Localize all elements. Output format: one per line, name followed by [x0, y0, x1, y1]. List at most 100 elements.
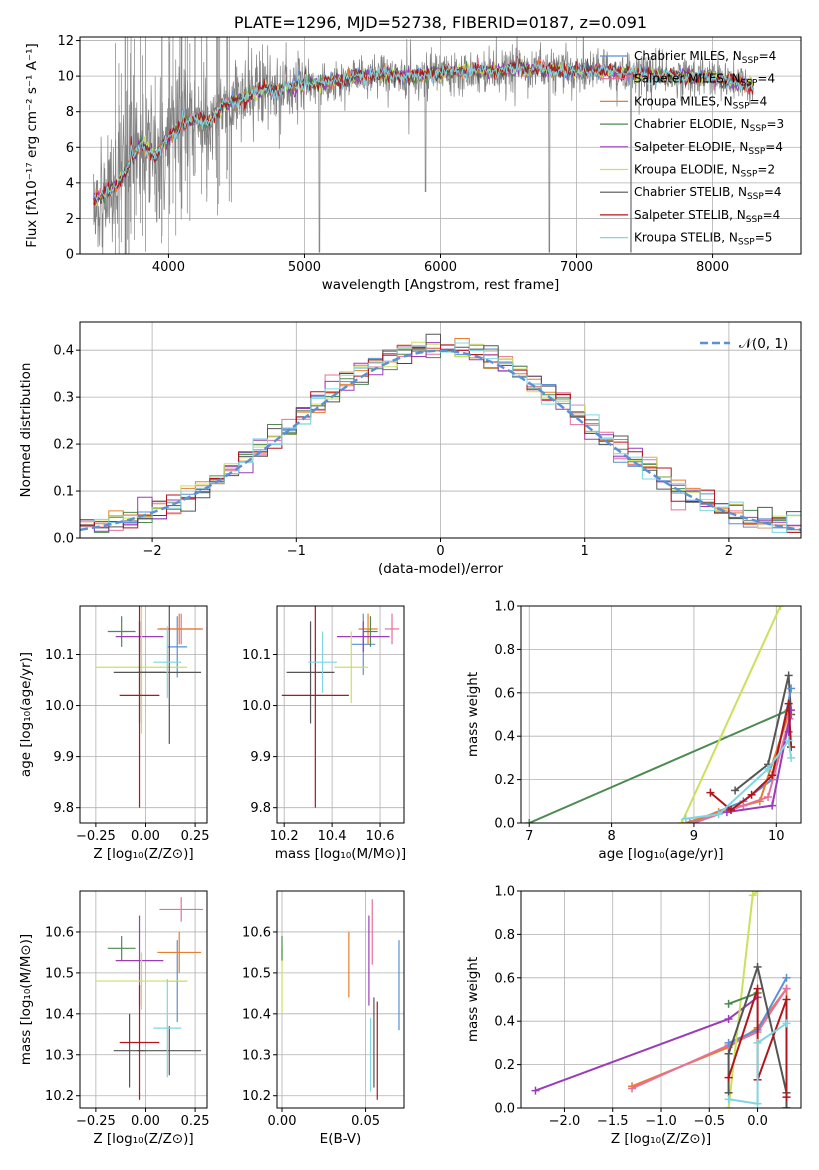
x-axis-label: age [log₁₀(age/yr)] — [598, 846, 723, 862]
error-point — [286, 621, 335, 724]
x-axis-label: Z [log₁₀(Z/Z⊙)] — [611, 1131, 711, 1147]
series-marker — [531, 1086, 540, 1095]
x-tick-label: 8 — [607, 829, 615, 844]
y-tick-label: 0.2 — [53, 438, 74, 453]
y-tick-label: 0 — [66, 248, 74, 263]
y-tick-label: 10.1 — [242, 648, 271, 663]
grid — [80, 891, 207, 1108]
error-point — [157, 613, 202, 645]
panel-residuals: −2 −1 0 1 2 0.0 0.1 0.2 0.3 0.4 (data-model)/error… — [18, 321, 802, 577]
grid — [277, 891, 404, 1108]
plot-area — [95, 897, 204, 1100]
axes-frame — [79, 890, 208, 1109]
x-axis-label: Z [log₁₀(Z/Z⊙)] — [93, 1131, 193, 1147]
x-tick-label: 6000 — [424, 260, 457, 275]
y-tick-label: 0.6 — [494, 971, 515, 986]
legend: 𝒩(0, 1) — [700, 336, 788, 352]
error-point — [137, 1026, 202, 1076]
plot-area — [531, 891, 791, 1108]
series-marker — [724, 1049, 733, 1058]
series-line-0 — [535, 996, 759, 1092]
y-tick-label: 10.5 — [242, 966, 271, 981]
panel-massweight_vs_Z: −2.0 −1.5 −1.0 −0.5 0.0 0.0 0.2 0.4 0.6 0.8 1.0 Z [… — [465, 885, 802, 1147]
model-7 — [93, 57, 754, 206]
axes-frame — [79, 605, 208, 824]
x-tick-label: −2 — [143, 544, 162, 559]
y-tick-label: 0.0 — [494, 1102, 515, 1117]
series-line-1 — [680, 606, 783, 823]
x-tick-label: 10.2 — [270, 829, 299, 844]
error-point — [358, 613, 378, 645]
y-tick-label: 0.3 — [53, 391, 74, 406]
axes-frame — [276, 605, 405, 824]
series-marker — [706, 788, 715, 797]
y-tick-label: 6 — [66, 141, 74, 156]
series-marker — [727, 805, 735, 814]
series-marker — [747, 790, 756, 799]
series-marker — [724, 1073, 733, 1082]
y-tick-label: 0.2 — [494, 1058, 515, 1073]
grid — [80, 606, 207, 823]
x-tick-label: 0.00 — [268, 1114, 297, 1129]
series-marker — [768, 801, 777, 810]
x-tick-label: −0.5 — [693, 1114, 725, 1129]
x-tick-label: 8000 — [696, 260, 729, 275]
series-marker — [776, 606, 785, 610]
plot-area — [80, 333, 801, 533]
x-tick-label: 10.4 — [318, 829, 347, 844]
series-marker — [724, 1095, 733, 1104]
x-tick-label: −1 — [287, 544, 306, 559]
y-tick-label: 0.4 — [53, 344, 74, 359]
x-tick-label: −1.5 — [597, 1114, 629, 1129]
x-axis-label: mass [log₁₀(M/M⊙)] — [275, 846, 406, 862]
legend-label: Chabrier MILES, NSSP=4 — [634, 49, 776, 66]
series-line-8 — [728, 1022, 788, 1105]
histogram-3 — [80, 348, 801, 533]
plot-area — [93, 37, 754, 254]
x-tick-label: 9 — [690, 829, 698, 844]
y-tick-label: 12 — [57, 34, 74, 49]
histogram-6 — [80, 333, 801, 529]
y-tick-label: 0.1 — [53, 485, 74, 500]
series-marker — [685, 819, 694, 823]
x-tick-label: 2 — [725, 544, 733, 559]
series-marker — [722, 808, 731, 817]
x-tick-label: 0.25 — [181, 829, 210, 844]
x-tick-label: −2.0 — [549, 1114, 581, 1129]
series-marker — [753, 1099, 762, 1108]
panel-mass_vs_ebv: 0.00 0.05 10.2 10.3 10.4 10.5 10.6 E(B-V) — [242, 890, 405, 1147]
series-marker — [764, 764, 773, 773]
legend-label: Kroupa MILES, NSSP=4 — [634, 94, 767, 111]
error-point — [95, 952, 188, 1010]
y-tick-label: 2 — [66, 212, 74, 227]
series-marker — [782, 984, 791, 993]
y-tick-label: 10.4 — [45, 1007, 74, 1022]
legend-label: Chabrier ELODIE, NSSP=3 — [634, 117, 784, 134]
x-axis-label: Z [log₁₀(Z/Z⊙)] — [93, 846, 193, 862]
plot-area — [95, 606, 204, 808]
y-tick-label: 0.4 — [494, 730, 515, 745]
error-point — [308, 631, 337, 693]
series-line-2 — [631, 988, 788, 1090]
panel-spectrum: PLATE=1296, MJD=52738, FIBERID=0187, z=0… — [24, 13, 802, 293]
series-marker — [785, 598, 793, 606]
y-tick-label: 9.9 — [250, 750, 271, 765]
series-marker — [768, 771, 777, 780]
x-tick-label: 1 — [581, 544, 589, 559]
series-marker — [714, 810, 723, 819]
series-marker — [784, 736, 793, 745]
series-marker — [724, 999, 733, 1008]
legend-label: 𝒩(0, 1) — [739, 336, 788, 352]
x-tick-label: 0.25 — [181, 1114, 210, 1129]
y-tick-label: 10.1 — [45, 648, 74, 663]
series-marker — [787, 743, 796, 752]
series-line-0 — [528, 709, 789, 823]
legend-label: Kroupa STELIB, NSSP=5 — [634, 231, 772, 248]
series-marker — [787, 684, 796, 693]
error-point — [153, 979, 182, 1078]
y-tick-label: 10.2 — [242, 1089, 271, 1104]
series-marker — [731, 786, 740, 795]
data-spectrum — [93, 37, 754, 254]
series-marker — [677, 819, 686, 823]
